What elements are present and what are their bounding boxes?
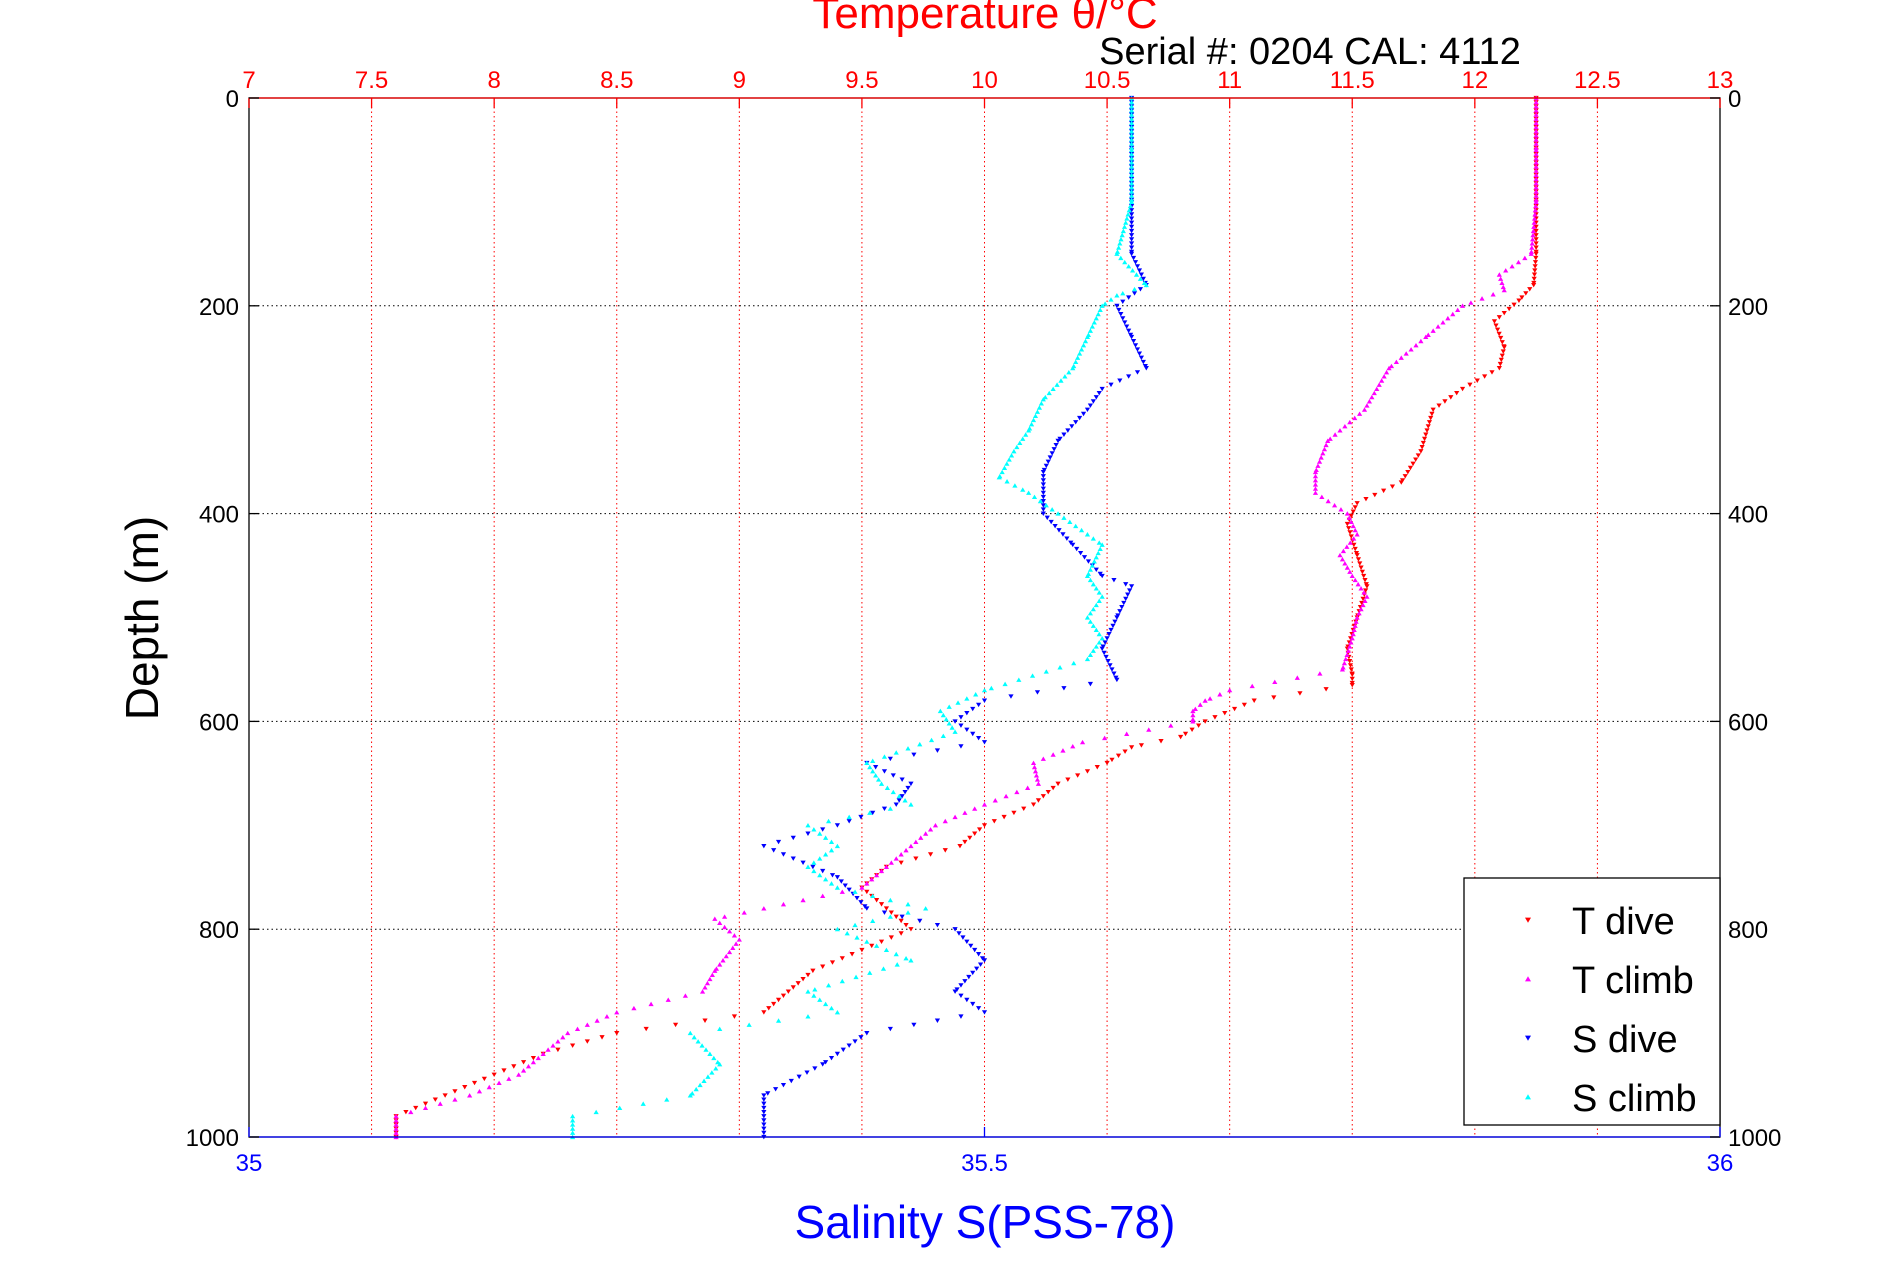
series-t-climb bbox=[393, 95, 1539, 1140]
temperature-tick-label: 9 bbox=[733, 67, 746, 94]
salinity-tick-label: 35 bbox=[236, 1150, 263, 1177]
temperature-tick-label: 12.5 bbox=[1574, 67, 1621, 94]
temperature-tick-label: 10.5 bbox=[1084, 67, 1131, 94]
salinity-tick-label: 36 bbox=[1707, 1150, 1734, 1177]
series-markers bbox=[570, 95, 1149, 1140]
depth-tick-label-right: 400 bbox=[1728, 502, 1768, 529]
legend-entry-label: T climb bbox=[1572, 960, 1694, 1002]
depth-tick-label-left: 400 bbox=[199, 502, 239, 529]
data-series bbox=[393, 95, 1539, 1140]
depth-tick-label-left: 0 bbox=[226, 86, 239, 113]
y-axis-label: Depth (m) bbox=[116, 516, 168, 720]
legend-entry-label: T dive bbox=[1572, 901, 1675, 943]
temperature-tick-label: 12 bbox=[1461, 67, 1488, 94]
legend-marker bbox=[1525, 917, 1531, 923]
depth-tick-label-right: 200 bbox=[1728, 294, 1768, 321]
series-s-climb bbox=[570, 95, 1149, 1140]
x-axis-label: Salinity S(PSS-78) bbox=[795, 1196, 1176, 1248]
temperature-tick-label: 11.5 bbox=[1330, 67, 1375, 94]
depth-tick-label-right: 800 bbox=[1728, 917, 1768, 944]
temperature-tick-label: 13 bbox=[1707, 67, 1734, 94]
series-t-dive bbox=[393, 95, 1539, 1140]
depth-tick-label-right: 1000 bbox=[1728, 1125, 1781, 1152]
legend: T dive T climb S dive S climb bbox=[1463, 877, 1721, 1126]
depth-tick-label-left: 600 bbox=[199, 709, 239, 736]
serial-subtitle: Serial #: 0204 CAL: 4112 bbox=[1099, 31, 1521, 73]
chart-title: Temperature θ/°C bbox=[812, 0, 1157, 38]
temperature-tick-label: 7.5 bbox=[355, 67, 388, 94]
series-markers bbox=[761, 95, 1149, 1140]
temperature-tick-label: 11 bbox=[1217, 67, 1242, 94]
depth-tick-label-left: 800 bbox=[199, 917, 239, 944]
series-markers bbox=[393, 95, 1539, 1140]
legend-box bbox=[1463, 877, 1721, 1126]
temperature-tick-label: 9.5 bbox=[845, 67, 878, 94]
temperature-tick-label: 7 bbox=[242, 67, 255, 94]
temperature-tick-label: 8.5 bbox=[600, 67, 633, 94]
depth-tick-label-right: 600 bbox=[1728, 709, 1768, 736]
legend-marker bbox=[1525, 976, 1531, 982]
series-markers bbox=[393, 95, 1539, 1140]
depth-tick-label-left: 1000 bbox=[186, 1125, 239, 1152]
legend-entry-label: S climb bbox=[1572, 1078, 1697, 1120]
temperature-tick-label: 8 bbox=[487, 67, 500, 94]
salinity-tick-label: 35.5 bbox=[961, 1150, 1008, 1177]
depth-tick-label-left: 200 bbox=[199, 294, 239, 321]
legend-entry-label: S dive bbox=[1572, 1019, 1678, 1061]
legend-marker bbox=[1525, 1094, 1531, 1100]
depth-tick-label-right: 0 bbox=[1728, 86, 1741, 113]
series-s-dive bbox=[761, 95, 1149, 1140]
legend-marker bbox=[1525, 1035, 1531, 1041]
temperature-tick-label: 10 bbox=[971, 67, 998, 94]
